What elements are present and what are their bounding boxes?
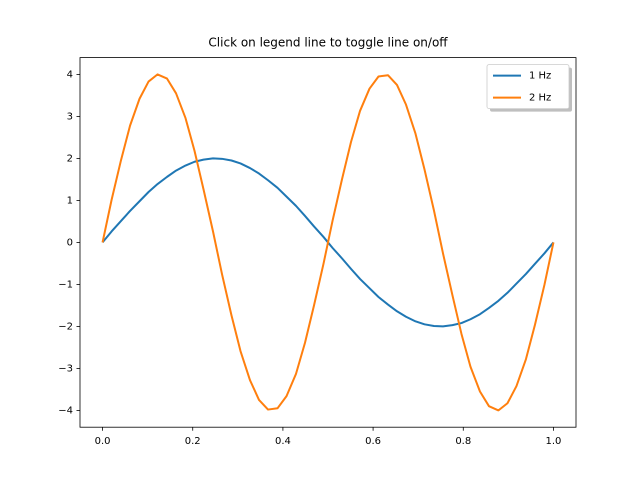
x-tick-label: 0.8: [455, 436, 471, 447]
y-tick-label: 4: [67, 69, 73, 80]
chart-title: Click on legend line to toggle line on/o…: [208, 36, 448, 50]
legend-box: [486, 64, 570, 109]
y-tick-label: −3: [58, 363, 73, 374]
x-tick-label: 1.0: [546, 436, 562, 447]
legend-label: 1 Hz: [529, 71, 551, 82]
y-tick-label: −1: [58, 279, 73, 290]
series-line: [101, 73, 555, 412]
y-tick-label: 0: [67, 237, 73, 248]
x-tick-label: 0.4: [275, 436, 291, 447]
legend-label: 2 Hz: [529, 93, 551, 104]
y-tick-label: −4: [58, 405, 73, 416]
y-tick-label: 3: [67, 111, 73, 122]
y-tick-label: 1: [67, 195, 73, 206]
axes-frame: [79, 57, 577, 428]
x-tick-label: 0.6: [365, 436, 381, 447]
x-tick-label: 0.2: [185, 436, 201, 447]
x-tick-label: 0.0: [95, 436, 111, 447]
y-tick-label: −2: [58, 321, 73, 332]
y-tick-label: 2: [67, 153, 73, 164]
